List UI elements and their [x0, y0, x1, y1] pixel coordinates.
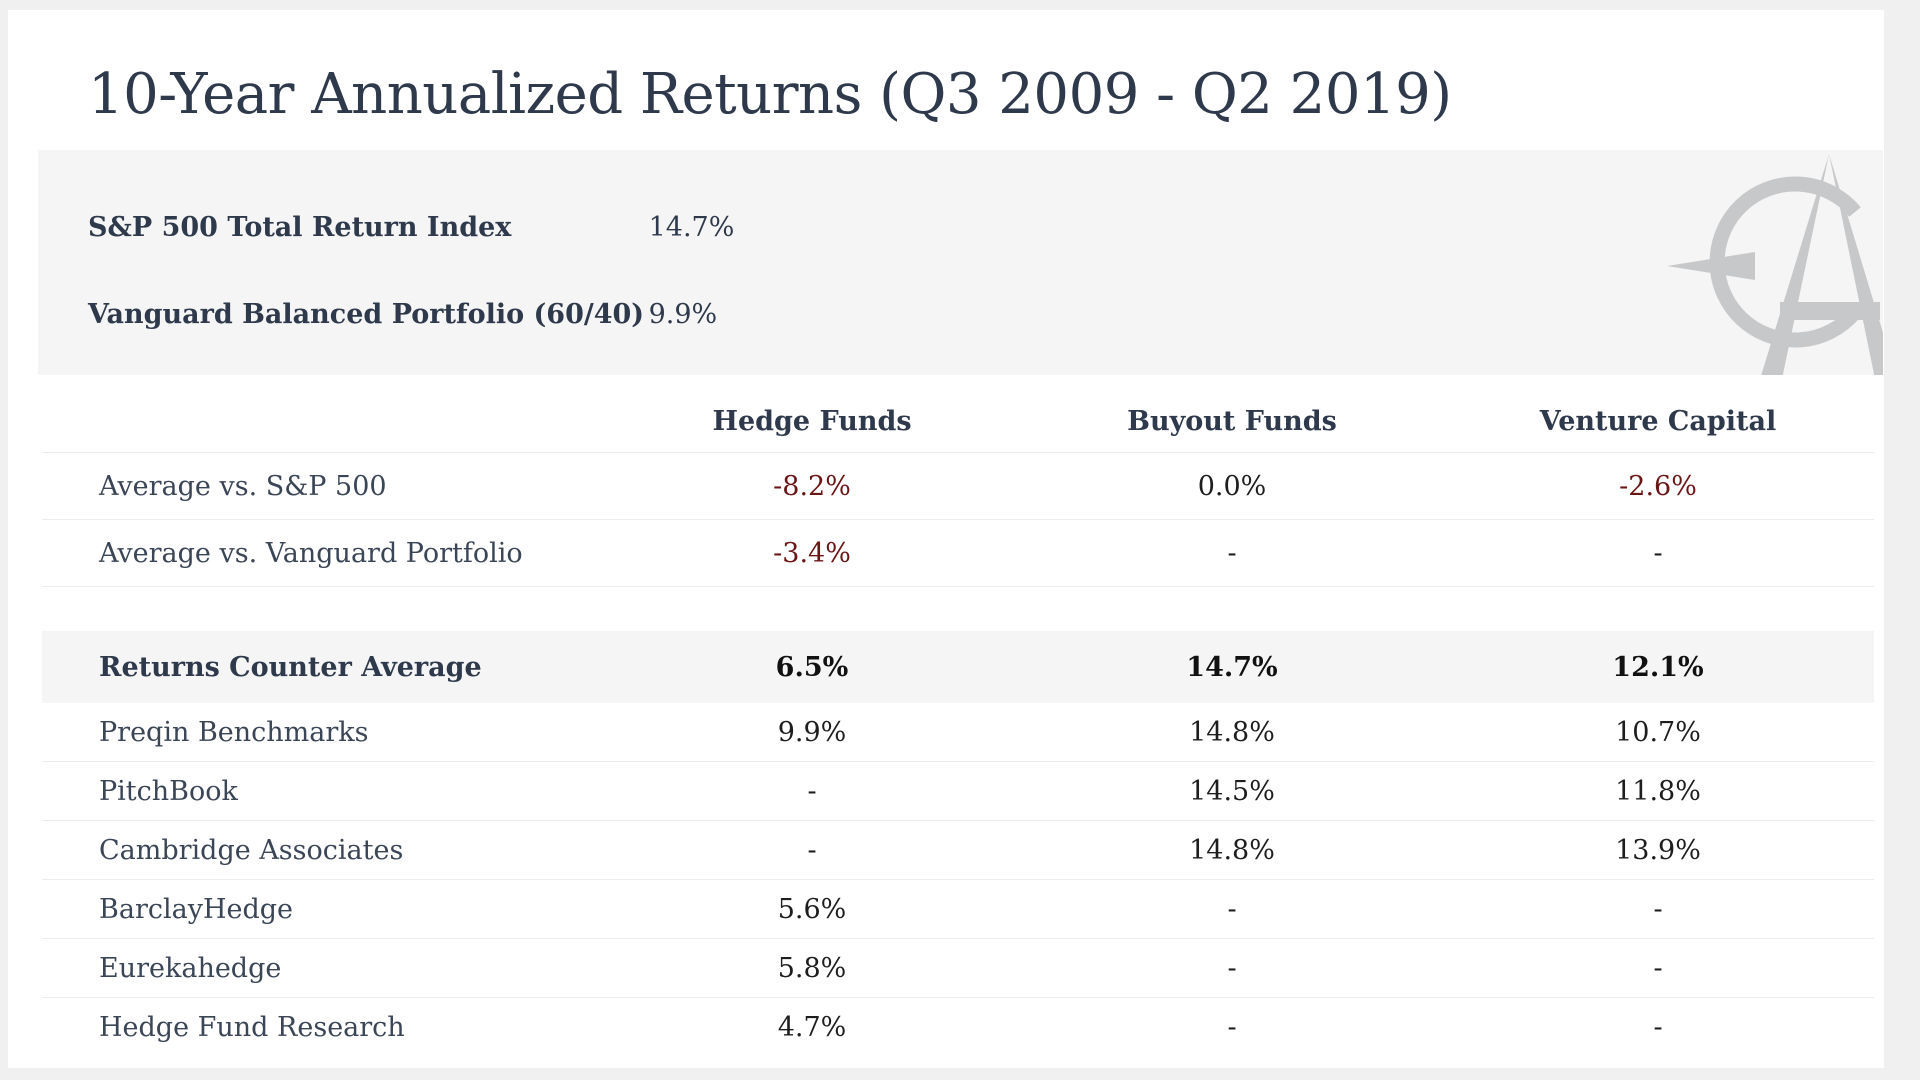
- page-title: 10-Year Annualized Returns (Q3 2009 - Q2…: [88, 62, 1452, 127]
- row-label: Hedge Fund Research: [99, 1011, 405, 1043]
- table-cell: 14.5%: [1022, 761, 1442, 821]
- table-cell: -2.6%: [1442, 452, 1874, 520]
- column-header-buyout-funds: Buyout Funds: [1022, 390, 1442, 453]
- summary-value: 9.9%: [648, 299, 718, 330]
- summary-row-vanguard: Vanguard Balanced Portfolio (60/40) 9.9%: [88, 295, 717, 335]
- table-row: Average vs. Vanguard Portfolio -3.4% - -: [42, 519, 1874, 587]
- table-cell: 0.0%: [1022, 452, 1442, 520]
- table-cell: -8.2%: [602, 452, 1022, 520]
- table-cell: -: [1653, 1011, 1663, 1043]
- column-header: [42, 390, 602, 453]
- table-header-row: Hedge Funds Buyout Funds Venture Capital: [42, 390, 1874, 453]
- table-row: Average vs. S&P 500 -8.2% 0.0% -2.6%: [42, 452, 1874, 520]
- table-cell: 9.9%: [602, 703, 1022, 762]
- row-label: Average vs. S&P 500: [42, 452, 602, 520]
- table-cell: 12.1%: [1442, 631, 1874, 703]
- table-cell: -: [1022, 879, 1442, 939]
- row-label: Cambridge Associates: [42, 820, 602, 880]
- table-cell: 14.8%: [1022, 820, 1442, 880]
- table-cell: -: [1227, 1011, 1237, 1043]
- spacer-row: [42, 587, 1874, 632]
- returns-table: Hedge Funds Buyout Funds Venture Capital…: [42, 390, 1874, 1056]
- table-row: Preqin Benchmarks 9.9% 14.8% 10.7%: [42, 703, 1874, 762]
- row-label: Returns Counter Average: [42, 631, 602, 703]
- table-cell: 6.5%: [602, 631, 1022, 703]
- table-row: Cambridge Associates - 14.8% 13.9%: [42, 820, 1874, 880]
- table-cell: -: [1442, 879, 1874, 939]
- table-row: Hedge Fund Research 4.7% - -: [42, 998, 1874, 1057]
- table-cell: -3.4%: [602, 519, 1022, 587]
- table-row: BarclayHedge 5.6% - -: [42, 879, 1874, 939]
- table-cell: -: [1442, 519, 1874, 587]
- table-cell: 13.9%: [1442, 820, 1874, 880]
- table-cell: -: [602, 820, 1022, 880]
- row-label: BarclayHedge: [42, 879, 602, 939]
- column-header-hedge-funds: Hedge Funds: [602, 390, 1022, 453]
- table-cell: -: [602, 761, 1022, 821]
- row-label: Eurekahedge: [42, 938, 602, 998]
- benchmark-summary-panel: S&P 500 Total Return Index 14.7% Vanguar…: [38, 150, 1883, 375]
- spacer-cell: [42, 587, 1874, 632]
- table-cell: 14.8%: [1022, 703, 1442, 762]
- table-cell: 4.7%: [777, 1011, 847, 1043]
- average-row: Returns Counter Average 6.5% 14.7% 12.1%: [42, 631, 1874, 703]
- summary-label: Vanguard Balanced Portfolio (60/40): [88, 299, 645, 330]
- table-cell: 5.6%: [602, 879, 1022, 939]
- table-cell: 5.8%: [602, 938, 1022, 998]
- row-label: Preqin Benchmarks: [42, 703, 602, 762]
- table-cell: 14.7%: [1022, 631, 1442, 703]
- summary-row-sp500: S&P 500 Total Return Index 14.7%: [88, 208, 734, 248]
- compass-a-logo-icon: [1667, 154, 1883, 375]
- table-cell: -: [1022, 519, 1442, 587]
- table-row: PitchBook - 14.5% 11.8%: [42, 761, 1874, 821]
- slide: 10-Year Annualized Returns (Q3 2009 - Q2…: [8, 10, 1884, 1068]
- table-cell: -: [1442, 938, 1874, 998]
- column-header-venture-capital: Venture Capital: [1442, 390, 1874, 453]
- summary-label: S&P 500 Total Return Index: [88, 212, 512, 243]
- table-cell: -: [1022, 938, 1442, 998]
- table-row: Eurekahedge 5.8% - -: [42, 938, 1874, 998]
- table-cell: 11.8%: [1442, 761, 1874, 821]
- row-label: Average vs. Vanguard Portfolio: [42, 519, 602, 587]
- row-label: PitchBook: [42, 761, 602, 821]
- table-cell: 10.7%: [1442, 703, 1874, 762]
- summary-value: 14.7%: [648, 212, 735, 243]
